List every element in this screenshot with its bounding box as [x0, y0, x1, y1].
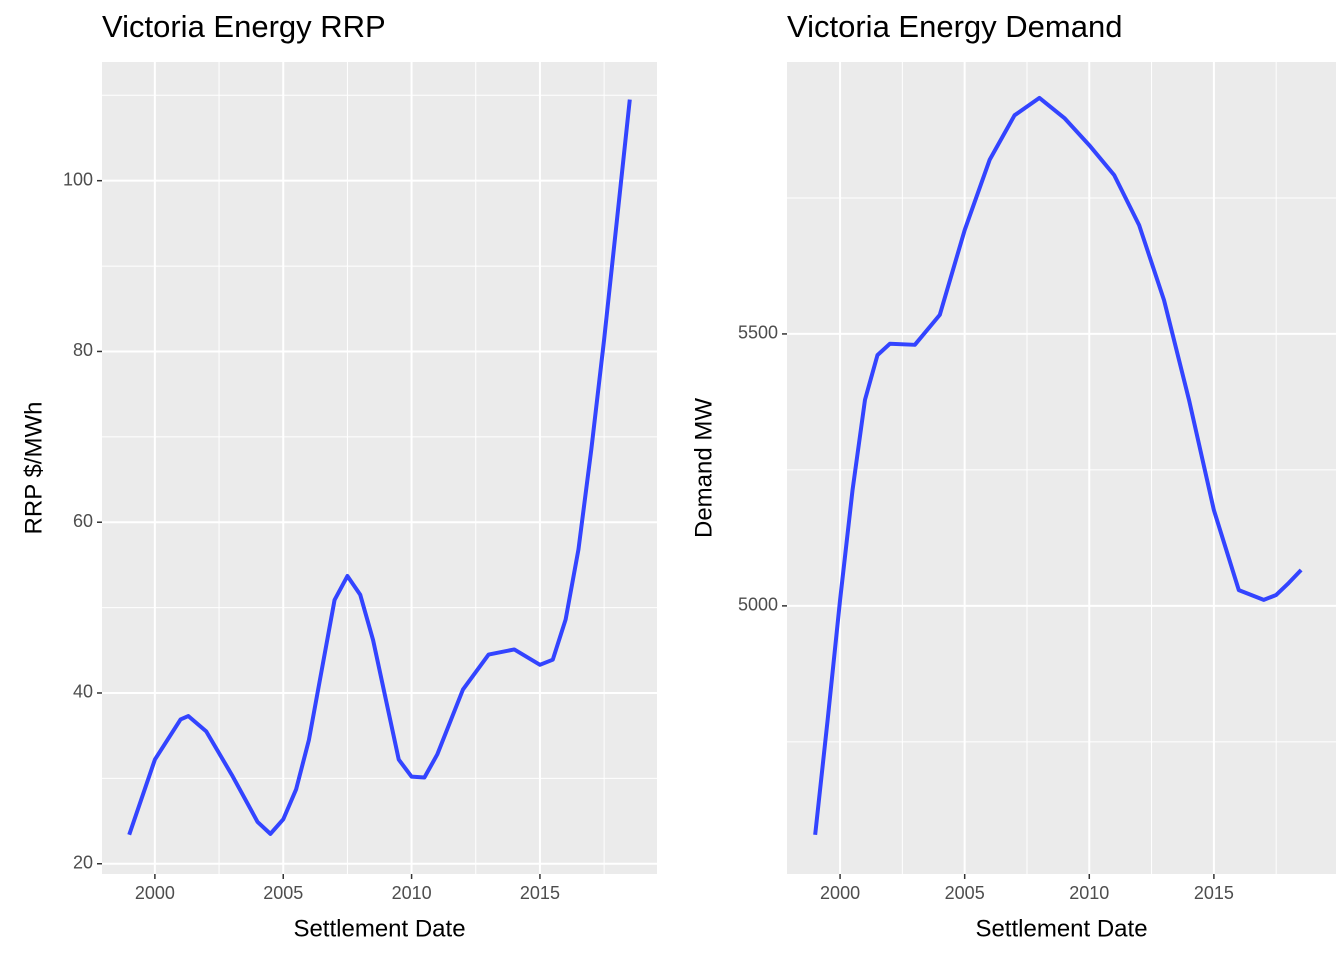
- x-tick-label: 2005: [945, 883, 985, 903]
- y-tick-label: 20: [73, 853, 93, 873]
- panel: [787, 62, 1336, 874]
- y-tick-label: 80: [73, 340, 93, 360]
- y-tick-label: 40: [73, 682, 93, 702]
- x-tick-label: 2000: [820, 883, 860, 903]
- x-tick-label: 2000: [135, 883, 175, 903]
- chart-title: Victoria Energy Demand: [787, 9, 1122, 44]
- data-line: [127, 99, 632, 836]
- x-tick-label: 2005: [263, 883, 303, 903]
- x-tick-label: 2015: [1194, 883, 1234, 903]
- x-tick-label: 2010: [392, 883, 432, 903]
- y-tick-label: 100: [63, 169, 93, 189]
- panel: [102, 62, 657, 874]
- x-tick-label: 2015: [520, 883, 560, 903]
- x-axis-label: Settlement Date: [293, 915, 465, 942]
- y-tick-label: 5000: [738, 595, 778, 615]
- data-line: [813, 95, 1303, 836]
- chart-title: Victoria Energy RRP: [102, 9, 386, 44]
- y-axis-label: RRP $/MWh: [20, 402, 47, 535]
- y-tick-label: 5500: [738, 323, 778, 343]
- x-tick-label: 2010: [1069, 883, 1109, 903]
- y-axis-label: Demand MW: [690, 398, 717, 538]
- y-tick-label: 60: [73, 511, 93, 531]
- x-axis-label: Settlement Date: [975, 915, 1147, 942]
